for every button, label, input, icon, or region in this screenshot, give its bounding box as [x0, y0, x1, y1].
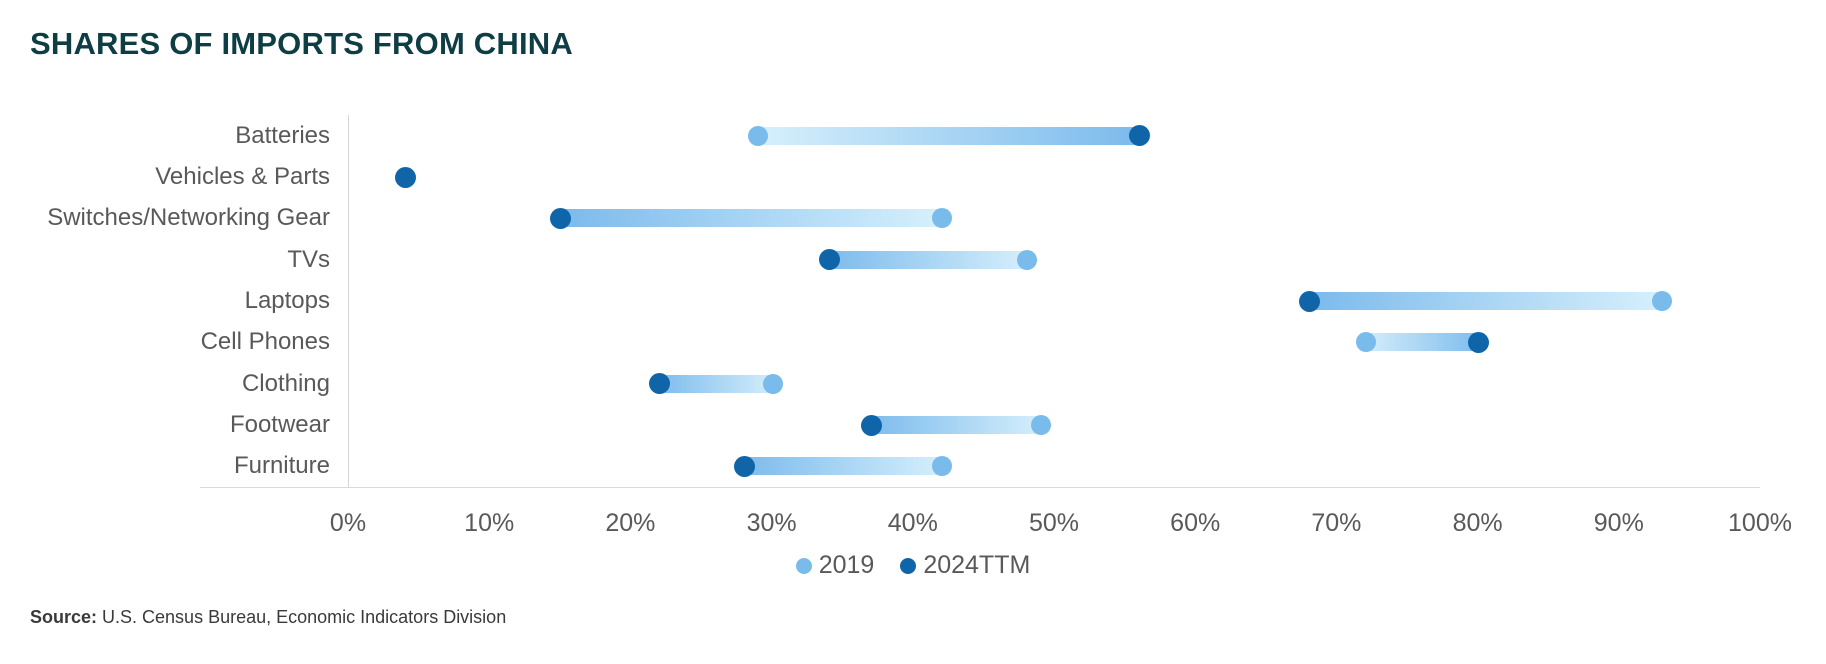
dot-2024ttm	[818, 249, 840, 271]
x-tick-label: 60%	[1170, 509, 1221, 537]
dot-2019	[1016, 249, 1037, 270]
dot-2019	[748, 125, 769, 146]
x-tick-label: 0%	[329, 509, 367, 537]
chart-title: SHARES OF IMPORTS FROM CHINA	[30, 26, 573, 61]
legend-item: 2024TTM	[900, 551, 1030, 580]
x-axis-ticks: 0% 10% 20% 30% 40% 50% 60% 70% 80% 90% 100%	[0, 509, 1826, 541]
source-label: Source:	[30, 607, 98, 627]
dot-2019	[932, 456, 953, 477]
dot-2024ttm	[550, 207, 572, 229]
source-text: U.S. Census Bureau, Economic Indicators …	[97, 607, 507, 627]
category-axis: Batteries Vehicles & Parts Switches/Networ…	[0, 115, 330, 487]
x-tick-label: 70%	[1311, 509, 1362, 537]
dumbbell-connector	[820, 250, 1036, 269]
x-tick-label: 40%	[887, 509, 938, 537]
category-label: Switches/Networking Gear	[47, 204, 330, 232]
dot-2024ttm	[1468, 331, 1490, 353]
x-tick-label: 20%	[605, 509, 656, 537]
legend-label: 2019	[818, 551, 875, 579]
dot-2024ttm	[860, 414, 882, 436]
dot-2019	[932, 208, 953, 229]
category-label: Laptops	[244, 287, 330, 314]
dumbbell-connector	[551, 209, 952, 228]
dumbbell-connector	[1356, 333, 1488, 352]
category-label: Clothing	[241, 369, 330, 397]
x-tick-label: 50%	[1028, 509, 1080, 537]
dot-2024ttm	[733, 455, 755, 477]
dumbbell-connector	[650, 374, 782, 393]
category-label: Furniture	[233, 452, 330, 480]
dot-2019	[1355, 332, 1376, 353]
legend-dot-icon	[795, 557, 812, 574]
x-tick-label: 30%	[746, 509, 797, 537]
dot-2024ttm	[649, 373, 671, 395]
category-label: Cell Phones	[200, 328, 330, 356]
x-tick-label: 10%	[464, 509, 515, 537]
legend-item: 2019	[795, 551, 875, 580]
category-label: Vehicles & Parts	[155, 163, 330, 190]
category-label: Footwear	[229, 411, 330, 438]
x-axis-line	[200, 487, 1760, 488]
dot-2024ttm	[1129, 125, 1151, 147]
legend: 2019 2024TTM	[0, 551, 1826, 580]
dumbbell-connector	[735, 457, 952, 476]
plot-area	[348, 115, 1761, 487]
dumbbell-connector	[862, 416, 1050, 434]
dumbbell-connector	[1300, 292, 1672, 310]
x-tick-label: 90%	[1593, 509, 1644, 537]
x-tick-label: 100%	[1728, 509, 1792, 537]
dot-2024ttm	[394, 166, 416, 188]
dot-2024ttm	[1298, 290, 1320, 312]
dot-2019	[1652, 291, 1673, 311]
legend-label: 2024TTM	[923, 551, 1031, 579]
x-tick-label: 80%	[1452, 509, 1503, 537]
source-note: Source: U.S. Census Bureau, Economic Ind…	[30, 607, 506, 628]
category-label: Batteries	[235, 121, 330, 149]
legend-dot-icon	[900, 557, 917, 574]
dot-2019	[762, 373, 783, 394]
dumbbell-connector	[749, 126, 1149, 145]
category-label: TVs	[287, 245, 330, 273]
dot-2019	[1030, 415, 1051, 435]
